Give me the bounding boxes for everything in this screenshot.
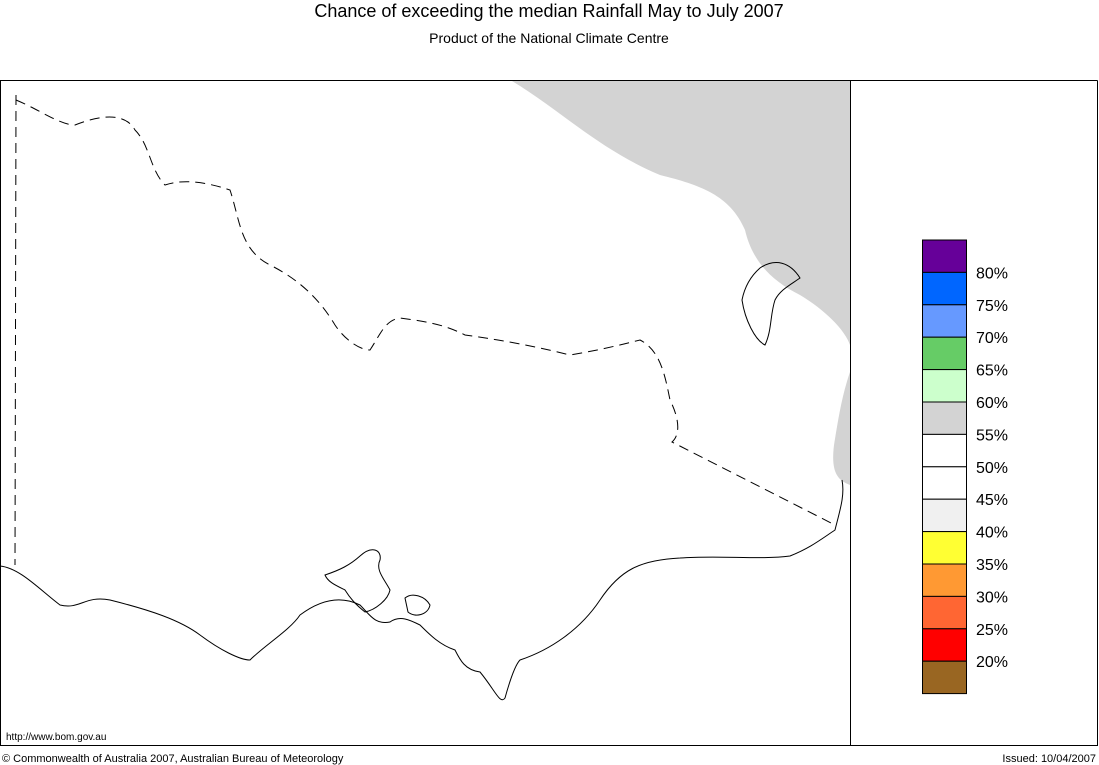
legend-label: 40% xyxy=(976,525,1008,542)
copyright: © Commonwealth of Australia 2007, Austra… xyxy=(2,753,344,765)
legend-swatch xyxy=(922,433,967,468)
legend-label: 55% xyxy=(976,427,1008,444)
legend-swatch xyxy=(922,628,967,662)
legend-label: 80% xyxy=(976,265,1008,282)
legend-label: 70% xyxy=(976,330,1008,347)
map-title: Chance of exceeding the median Rainfall … xyxy=(314,1,783,21)
legend-swatch xyxy=(922,271,967,306)
issued-date: Issued: 10/04/2007 xyxy=(1002,753,1096,765)
legend-swatch xyxy=(922,466,967,500)
legend-label: 25% xyxy=(976,622,1008,639)
legend-swatch xyxy=(922,304,967,338)
shaded-region xyxy=(833,372,850,485)
legend-swatch xyxy=(922,563,967,597)
bay xyxy=(324,549,391,613)
legend-swatch xyxy=(922,498,967,533)
legend-swatch xyxy=(922,369,967,403)
legend-label: 50% xyxy=(976,460,1008,477)
map-subtitle: Product of the National Climate Centre xyxy=(429,30,669,46)
island xyxy=(404,594,431,616)
legend: 80% 75% 70% 65% 60% 55% 50% 45% 40% 35% 30% 25% 20% xyxy=(922,239,1008,695)
state-border xyxy=(14,94,17,566)
legend-label: 45% xyxy=(976,492,1008,509)
legend-swatch xyxy=(922,595,967,630)
coastline xyxy=(0,479,844,701)
site-url: http://www.bom.gov.au xyxy=(6,732,106,743)
lake xyxy=(741,262,801,346)
legend-swatch xyxy=(922,401,967,435)
legend-label: 65% xyxy=(976,363,1008,380)
legend-label: 35% xyxy=(976,557,1008,574)
legend-label: 20% xyxy=(976,654,1008,671)
legend-swatch xyxy=(922,239,967,273)
legend-label: 60% xyxy=(976,395,1008,412)
legend-label: 30% xyxy=(976,589,1008,606)
legend-swatch xyxy=(922,336,967,371)
legend-swatch xyxy=(922,531,967,565)
legend-swatch xyxy=(922,660,967,695)
legend-label: 75% xyxy=(976,298,1008,315)
shaded-region xyxy=(512,81,850,345)
